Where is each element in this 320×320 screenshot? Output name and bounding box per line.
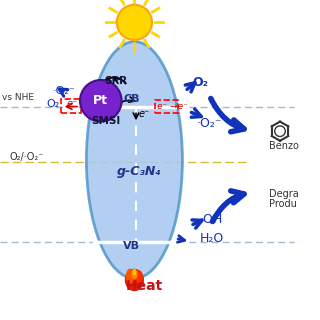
Ellipse shape bbox=[131, 269, 138, 280]
Text: e⁻: e⁻ bbox=[67, 99, 78, 109]
Text: ·OH: ·OH bbox=[200, 213, 223, 226]
Ellipse shape bbox=[132, 269, 136, 276]
Text: CB: CB bbox=[123, 94, 140, 104]
Text: Benzo: Benzo bbox=[269, 140, 299, 151]
Text: Produ: Produ bbox=[269, 199, 297, 209]
Text: ·O₂⁻: ·O₂⁻ bbox=[197, 117, 222, 130]
Ellipse shape bbox=[125, 269, 144, 291]
Ellipse shape bbox=[86, 42, 182, 278]
Text: SMSI: SMSI bbox=[91, 116, 120, 126]
Text: O₂: O₂ bbox=[46, 99, 60, 109]
Text: Pt: Pt bbox=[93, 94, 108, 107]
Text: g-C₃N₄: g-C₃N₄ bbox=[117, 165, 162, 178]
Text: Heat: Heat bbox=[126, 279, 163, 293]
Text: e⁻: e⁻ bbox=[138, 109, 149, 119]
Text: ·O₂⁻: ·O₂⁻ bbox=[53, 86, 76, 96]
Text: O₂/·O₂⁻: O₂/·O₂⁻ bbox=[10, 152, 44, 163]
Text: VB: VB bbox=[123, 241, 140, 252]
Text: e⁻ →e⁻: e⁻ →e⁻ bbox=[157, 102, 188, 111]
Text: SPR: SPR bbox=[104, 76, 127, 86]
Ellipse shape bbox=[135, 270, 143, 284]
Ellipse shape bbox=[126, 268, 134, 284]
Circle shape bbox=[117, 5, 152, 40]
Text: vs NHE: vs NHE bbox=[2, 93, 34, 102]
Text: H₂O: H₂O bbox=[200, 232, 224, 245]
Text: O₂: O₂ bbox=[192, 76, 208, 89]
Text: Degra: Degra bbox=[269, 188, 299, 199]
Circle shape bbox=[80, 80, 122, 122]
